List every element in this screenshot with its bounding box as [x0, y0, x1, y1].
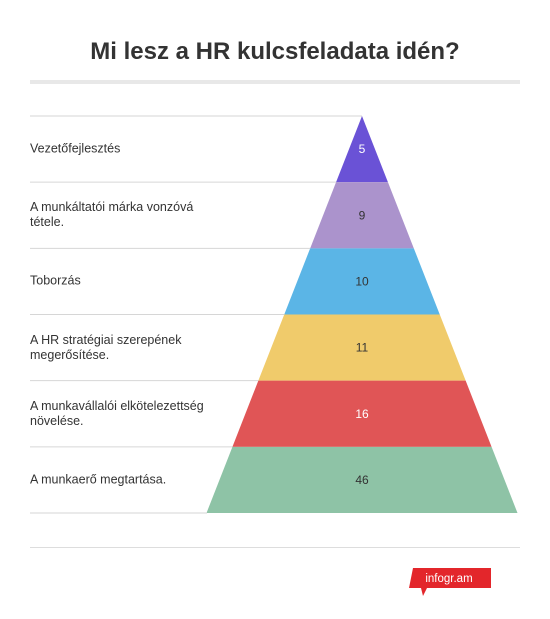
bottom-divider [30, 547, 520, 548]
pyramid-segment[interactable] [206, 446, 518, 513]
segment-value-label: 5 [359, 142, 366, 156]
segment-value-label: 9 [359, 208, 366, 222]
segment-value-label: 46 [355, 473, 369, 487]
category-label: A munkaerő megtartása. [30, 472, 167, 487]
category-label: A munkavállalói elkötelezettség növelése… [30, 398, 204, 428]
category-label: Toborzás [30, 273, 81, 288]
category-label: A munkáltatói márka vonzóvá tétele. [30, 200, 194, 230]
title-divider [30, 80, 520, 84]
segment-value-label: 11 [356, 341, 369, 355]
infogram-logo[interactable]: infogr.am [409, 568, 491, 598]
segment-value-label: 16 [355, 407, 369, 421]
logo-badge-icon [409, 568, 491, 596]
pyramid-segment[interactable] [336, 116, 388, 183]
logo-text: infogr.am [425, 573, 473, 585]
pyramid-segment[interactable] [232, 380, 492, 447]
category-label: Vezetőfejlesztés [30, 141, 121, 156]
segment-value-label: 10 [355, 274, 369, 288]
category-label: A HR stratégiai szerepének megerősítése. [30, 332, 182, 362]
pyramid-segment[interactable] [284, 248, 440, 315]
chart-title: Mi lesz a HR kulcsfeladata idén? [90, 38, 460, 65]
pyramid-segment[interactable] [258, 314, 466, 381]
pyramid-segment[interactable] [310, 182, 414, 249]
